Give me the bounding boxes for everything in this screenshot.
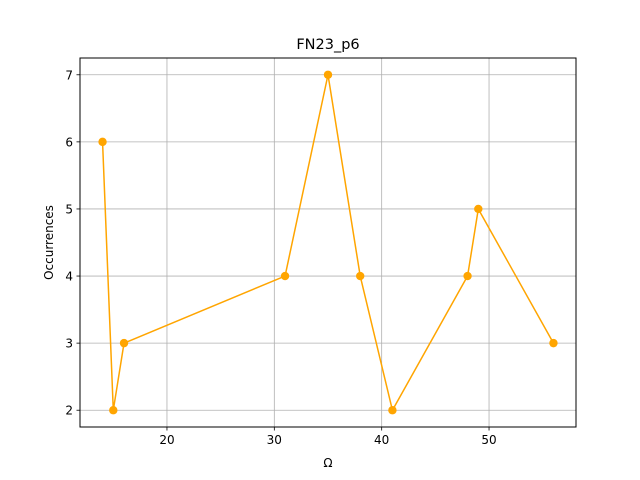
x-tick-label: 40 xyxy=(374,433,389,447)
x-tick-label: 30 xyxy=(267,433,282,447)
x-tick-label: 50 xyxy=(481,433,496,447)
data-point xyxy=(109,406,118,415)
data-point xyxy=(463,271,472,281)
y-tick-label: 6 xyxy=(65,135,73,149)
axis-ticks: 20 30 40 50 2 3 4 5 6 7 xyxy=(65,68,496,447)
x-tick-label: 20 xyxy=(159,433,174,447)
y-tick-label: 7 xyxy=(65,68,73,82)
y-axis-title: Occurrences xyxy=(42,205,56,280)
y-tick-label: 4 xyxy=(65,270,73,284)
data-point xyxy=(474,204,483,214)
x-axis-title: Ω xyxy=(323,456,332,470)
y-tick-label: 5 xyxy=(65,202,73,216)
plot-frame xyxy=(79,57,577,428)
series-line xyxy=(101,74,555,411)
data-point xyxy=(549,338,558,348)
data-point xyxy=(119,338,129,348)
data-point xyxy=(280,271,290,281)
data-point xyxy=(98,137,107,147)
grid xyxy=(80,58,576,427)
data-point xyxy=(356,271,365,281)
data-point xyxy=(323,70,333,79)
y-tick-label: 3 xyxy=(65,337,73,351)
series-layer xyxy=(98,70,558,415)
chart-title: FN23_p6 xyxy=(296,37,359,53)
y-tick-label: 2 xyxy=(65,404,73,418)
data-point xyxy=(388,406,397,415)
